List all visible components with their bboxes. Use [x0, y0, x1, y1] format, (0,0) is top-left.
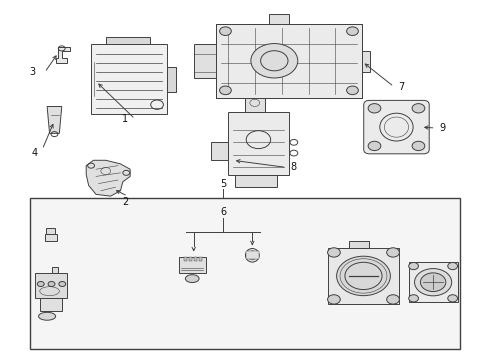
- Bar: [35, 273, 67, 298]
- Circle shape: [59, 282, 66, 287]
- Bar: [228, 112, 289, 175]
- Circle shape: [409, 262, 418, 270]
- Circle shape: [368, 104, 381, 113]
- Text: 2: 2: [122, 197, 128, 207]
- Bar: [52, 267, 58, 273]
- Polygon shape: [86, 160, 130, 196]
- Polygon shape: [56, 47, 70, 63]
- Polygon shape: [47, 107, 62, 134]
- Bar: [211, 142, 228, 160]
- Text: 1: 1: [122, 114, 128, 124]
- FancyBboxPatch shape: [364, 100, 429, 154]
- Circle shape: [220, 86, 231, 95]
- Circle shape: [220, 27, 231, 36]
- Bar: [184, 257, 187, 261]
- Circle shape: [328, 248, 340, 257]
- Text: 9: 9: [440, 123, 446, 133]
- Circle shape: [420, 273, 446, 292]
- Ellipse shape: [245, 248, 259, 262]
- Bar: [216, 24, 362, 98]
- Bar: [245, 98, 265, 112]
- Circle shape: [448, 262, 458, 270]
- Bar: [409, 262, 458, 302]
- Circle shape: [346, 27, 358, 36]
- Bar: [106, 37, 150, 44]
- Bar: [198, 257, 201, 261]
- Ellipse shape: [185, 275, 199, 283]
- Bar: [45, 234, 57, 241]
- Bar: [167, 67, 175, 92]
- Circle shape: [346, 86, 358, 95]
- Text: 3: 3: [29, 67, 35, 77]
- Bar: [194, 44, 216, 78]
- Circle shape: [412, 104, 425, 113]
- Bar: [189, 257, 192, 261]
- Bar: [179, 257, 206, 273]
- Bar: [235, 175, 277, 187]
- Circle shape: [415, 269, 452, 296]
- Circle shape: [328, 295, 340, 304]
- Bar: [40, 298, 62, 311]
- Text: 7: 7: [398, 82, 404, 92]
- Circle shape: [48, 282, 55, 287]
- Circle shape: [337, 256, 391, 296]
- Bar: [194, 257, 196, 261]
- Bar: [362, 51, 369, 72]
- Bar: [30, 198, 460, 348]
- Text: 8: 8: [291, 162, 297, 172]
- Ellipse shape: [39, 312, 56, 320]
- Text: 4: 4: [32, 148, 38, 158]
- Circle shape: [37, 282, 44, 287]
- Bar: [91, 44, 167, 114]
- Circle shape: [409, 295, 418, 302]
- Circle shape: [251, 44, 298, 78]
- Circle shape: [368, 141, 381, 150]
- Circle shape: [412, 141, 425, 150]
- Bar: [246, 251, 259, 259]
- Circle shape: [387, 295, 399, 304]
- Circle shape: [387, 248, 399, 257]
- Bar: [216, 24, 362, 98]
- Bar: [270, 14, 289, 24]
- Circle shape: [448, 295, 458, 302]
- Bar: [328, 248, 399, 304]
- Text: 5: 5: [220, 179, 226, 189]
- Bar: [349, 241, 369, 248]
- Text: 6: 6: [220, 207, 226, 217]
- Bar: [46, 228, 55, 234]
